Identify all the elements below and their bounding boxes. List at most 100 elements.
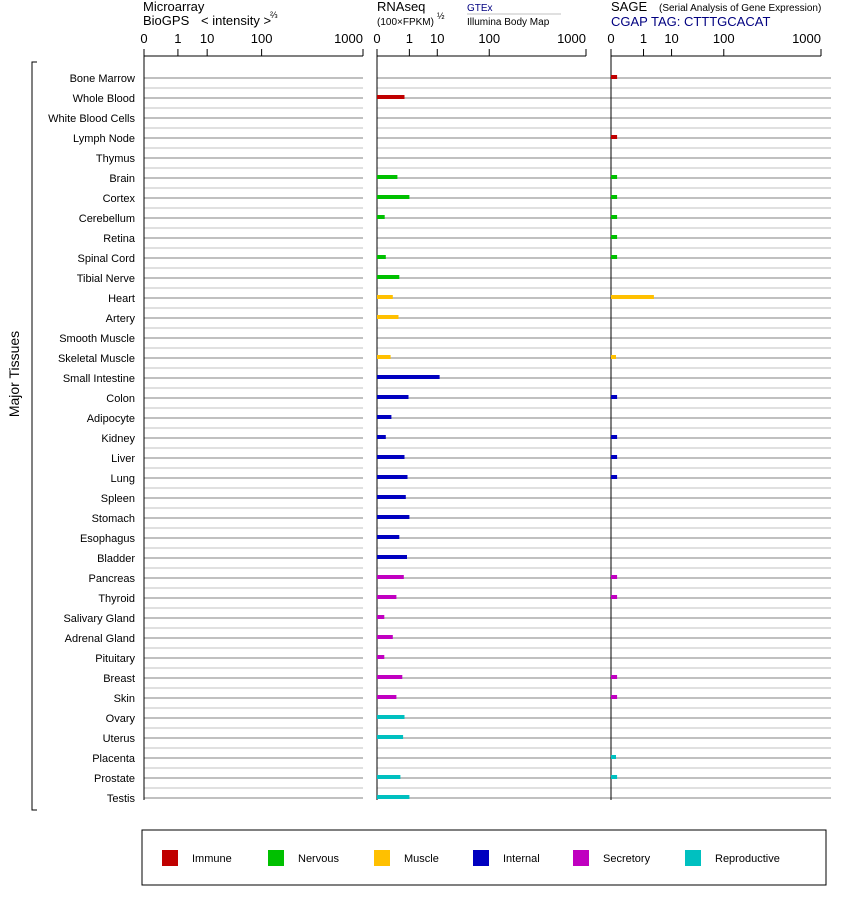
axes: 0 1 10 100 1000 0 1 10 100 1000 0 1 10 100 1000 [140,31,822,800]
tissue-label: Testis [107,793,136,805]
tissue-label: Kidney [101,433,135,445]
legend-label: Muscle [404,853,439,865]
sage-bar [611,255,618,259]
sage-x-tick-label: 1 [640,31,647,46]
tissue-label: Pituitary [95,653,135,665]
rnaseq-bar [377,395,409,399]
sage-bar [611,475,618,479]
legend-label: Internal [503,853,540,865]
rnaseq-bar [377,535,400,539]
sage-bar [611,695,618,699]
rnaseq-bar [377,495,406,499]
rnaseq-bar [377,515,410,519]
rnaseq-bar [377,315,399,319]
tissue-label: Placenta [92,753,136,765]
microarray-x-tick-label: 0 [140,31,147,46]
rnaseq-bar [377,575,404,579]
tissue-label: Ovary [106,713,136,725]
tissue-label: Pancreas [89,573,136,585]
legend-label: Reproductive [715,853,780,865]
tissue-label: Bone Marrow [70,73,135,85]
rnaseq-bar [377,735,404,739]
rnaseq-bar [377,215,385,219]
rnaseq-bar [377,555,407,559]
rnaseq-x-tick-label: 1000 [557,31,586,46]
sage-bar [611,575,618,579]
sage-bar [611,455,618,459]
rnaseq-title: RNAseq [377,0,425,14]
sage-x-tick-label: 100 [713,31,735,46]
tissue-label: Thyroid [98,593,135,605]
sage-bar [611,435,618,439]
rnaseq-bar [377,455,405,459]
tissue-label: Adipocyte [87,413,135,425]
legend-swatch [268,850,284,866]
rnaseq-bar [377,415,392,419]
intensity-exponent: ⅔ [270,10,278,20]
rnaseq-subtitle: (100×FPKM) [377,17,434,28]
microarray-x-tick-label: 10 [200,31,214,46]
tissue-label: Liver [111,453,135,465]
tissue-label: Esophagus [80,533,136,545]
y-axis-label: Major Tissues [6,331,22,417]
microarray-x-tick-label: 1000 [334,31,363,46]
legend-swatch [573,850,589,866]
tissue-label: Retina [103,233,136,245]
legend-label: Immune [192,853,232,865]
rnaseq-bar [377,295,393,299]
rnaseq-bar [377,675,403,679]
rnaseq-bar [377,475,408,479]
legend-label: Nervous [298,853,339,865]
rnaseq-header: RNAseq (100×FPKM) ½ GTEx Illumina Body M… [377,0,561,28]
tissue-label: Prostate [94,773,135,785]
sage-tag-label: CGAP TAG: CTTTGCACAT [611,14,770,29]
sage-bar [611,775,618,779]
tissue-label: Tibial Nerve [77,273,135,285]
microarray-header: Microarray BioGPS < intensity > ⅔ [143,0,278,28]
tissue-bracket [31,61,37,811]
tissue-label: Bladder [97,553,135,565]
tissue-labels: Bone Marrow Whole Blood White Blood Cells L… [48,73,136,805]
rnaseq-bar [377,775,401,779]
rnaseq-x-tick-label: 100 [478,31,500,46]
rnaseq-bar [377,435,386,439]
rnaseq-bar [377,595,397,599]
bars [377,75,654,799]
rnaseq-bar [377,635,393,639]
rnaseq-bar [377,375,440,379]
legend-swatch [162,850,178,866]
tissue-label: Smooth Muscle [59,333,135,345]
rnaseq-bar [377,255,386,259]
tissue-label: Adrenal Gland [65,633,135,645]
tissue-label: Cerebellum [79,213,135,225]
rnaseq-bar [377,195,410,199]
sage-bar [611,395,618,399]
tissue-label: Cortex [103,193,136,205]
tissue-label: Thymus [96,153,136,165]
microarray-x-tick-label: 1 [174,31,181,46]
legend-label: Secretory [603,853,651,865]
tissue-label: Small Intestine [63,373,135,385]
sage-bar [611,675,618,679]
tissue-label: Skin [114,693,135,705]
legend-swatch [685,850,701,866]
rnaseq-bar [377,795,410,799]
rnaseq-bar [377,715,405,719]
sage-bar [611,195,618,199]
tissue-label: Uterus [103,733,136,745]
sage-header: SAGE (Serial Analysis of Gene Expression… [611,0,821,29]
sage-bar [611,135,618,139]
tissue-label: Spinal Cord [78,253,135,265]
tissue-label: Spleen [101,493,135,505]
sage-subtitle: (Serial Analysis of Gene Expression) [659,3,821,14]
microarray-title: Microarray [143,0,205,14]
rnaseq-bar [377,355,391,359]
sage-bar [611,75,618,79]
tissue-label: Brain [109,173,135,185]
tissue-label: Whole Blood [73,93,135,105]
rnaseq-exponent: ½ [437,11,445,21]
tissue-label: Lung [111,473,135,485]
tissue-label: White Blood Cells [48,113,135,125]
sage-x-tick-label: 1000 [792,31,821,46]
